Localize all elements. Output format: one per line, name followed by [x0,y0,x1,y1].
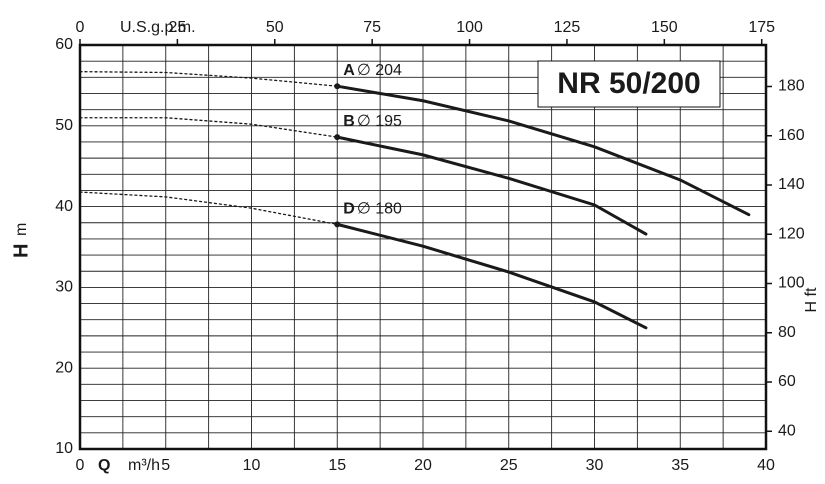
y2-tick-label: 140 [778,176,805,193]
x2-tick-label: 50 [266,19,284,36]
curve-name: D [343,201,355,218]
curve-point [334,134,341,141]
y-tick-label: 10 [55,440,73,457]
x-axis-unit: m³/h [128,457,160,474]
y-axis-unit: m [13,223,30,236]
curve-label: B ∅ 195 [343,113,402,130]
x2-tick-label: 0 [76,19,85,36]
x-tick-label: 25 [500,457,518,474]
x-tick-label: 10 [243,457,261,474]
x2-tick-label: 125 [554,19,581,36]
y2-tick-label: 100 [778,275,805,292]
curve [335,222,648,330]
y-tick-label: 60 [55,36,73,53]
curve-label: D ∅ 180 [343,201,402,218]
x-tick-label: 15 [328,457,346,474]
y-tick-label: 40 [55,198,73,215]
y2-tick-label: 40 [778,422,796,439]
curve-extrapolated [79,71,338,87]
curve-diameter: ∅ 180 [357,201,402,218]
x2-tick-label: 150 [651,19,678,36]
x2-axis-label: U.S.g.p.m. [120,19,196,36]
y2-tick-label: 180 [778,78,805,95]
x2-tick-label: 100 [456,19,483,36]
plot-frame [78,43,768,451]
y-tick-label: 20 [55,359,73,376]
curve-extrapolated [79,117,338,138]
y2-tick-label: 160 [778,127,805,144]
curve-extrapolated [79,191,338,226]
y-axis-symbol: H [10,244,32,258]
chart-title: NR 50/200 [557,67,700,100]
title-box [537,60,721,108]
y2-tick-label: 60 [778,373,796,390]
curve-diameter: ∅ 204 [357,62,402,79]
x-tick-label: 35 [671,457,689,474]
curve [335,135,648,236]
x-axis-symbol: Q [98,457,110,474]
curve-point [334,221,341,228]
curve [335,84,751,217]
y2-tick-label: 120 [778,225,805,242]
x2-tick-label: 175 [748,19,775,36]
x-tick-label: 0 [76,457,85,474]
curve-diameter: ∅ 195 [357,113,402,130]
x-tick-label: 30 [586,457,604,474]
x2-tick-label: 25 [168,19,186,36]
y2-axis-label: H ft [803,287,820,312]
x-tick-label: 5 [161,457,170,474]
curve-point [334,83,341,90]
x-tick-label: 40 [757,457,775,474]
x2-tick-label: 75 [363,19,381,36]
curve-label: A ∅ 204 [343,62,402,79]
y-tick-label: 50 [55,117,73,134]
curve-name: A [343,62,355,79]
curve-name: B [343,113,355,130]
y2-tick-label: 80 [778,324,796,341]
x-tick-label: 20 [414,457,432,474]
y-tick-label: 30 [55,279,73,296]
